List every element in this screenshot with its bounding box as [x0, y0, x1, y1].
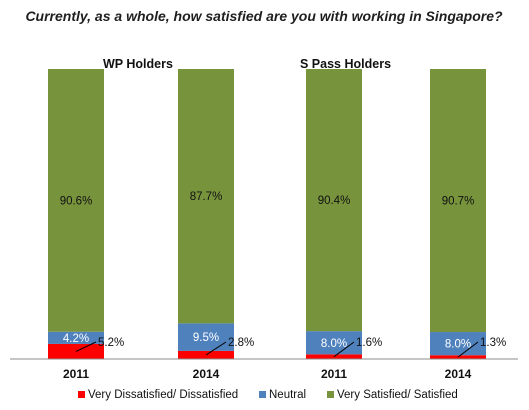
data-label: 8.0%: [445, 339, 471, 351]
leader-line: [75, 341, 97, 352]
group-label-spass: S Pass Holders: [300, 57, 391, 71]
data-label: 9.5%: [193, 332, 219, 344]
leader-line: [457, 341, 479, 358]
bar-1-1: [178, 323, 234, 351]
bars-layer: [48, 69, 486, 359]
legend-label: Very Satisfied/ Satisfied: [337, 389, 458, 401]
data-label: 8.0%: [321, 338, 347, 350]
legend: Very Dissatisfied/ Dissatisfied Neutral Ve…: [78, 389, 458, 401]
legend-swatch: [259, 391, 266, 398]
bar-1-0: [48, 331, 104, 344]
bar-2-2: [306, 69, 362, 332]
x-tick-label: 2014: [445, 367, 472, 381]
bar-1-2: [306, 331, 362, 355]
leader-line: [333, 341, 355, 358]
legend-swatch: [78, 391, 85, 398]
data-label: 90.4%: [318, 195, 351, 207]
data-label: 2.8%: [228, 337, 254, 349]
bar-1-3: [430, 332, 486, 356]
bar-2-1: [178, 69, 234, 324]
data-label: 90.7%: [442, 196, 475, 208]
x-tick-label: 2011: [321, 367, 347, 381]
data-label: 5.2%: [98, 337, 124, 349]
data-label: 4.2%: [63, 333, 89, 345]
group-label-wp: WP Holders: [103, 57, 173, 71]
x-tick-label: 2011: [63, 367, 89, 381]
x-tick-labels: 2011 2014 2011 2014: [63, 367, 472, 381]
data-label: 90.6%: [60, 195, 93, 207]
data-label: 1.3%: [480, 337, 506, 349]
bar-2-0: [48, 69, 104, 332]
legend-swatch: [327, 391, 334, 398]
bar-2-3: [430, 69, 486, 333]
legend-label: Neutral: [269, 389, 306, 401]
data-label: 87.7%: [190, 191, 223, 203]
chart-title: Currently, as a whole, how satisfied are…: [25, 8, 503, 24]
x-tick-label: 2014: [193, 367, 220, 381]
leader-line: [205, 341, 227, 356]
data-label: 1.6%: [356, 337, 382, 349]
data-labels-layer: 5.2% 4.2% 90.6% 2.8% 9.5% 87.7% 1.6% 8.0% 90.4% 1…: [60, 191, 506, 358]
bar-0-0: [48, 343, 104, 359]
legend-label: Very Dissatisfied/ Dissatisfied: [88, 389, 238, 401]
